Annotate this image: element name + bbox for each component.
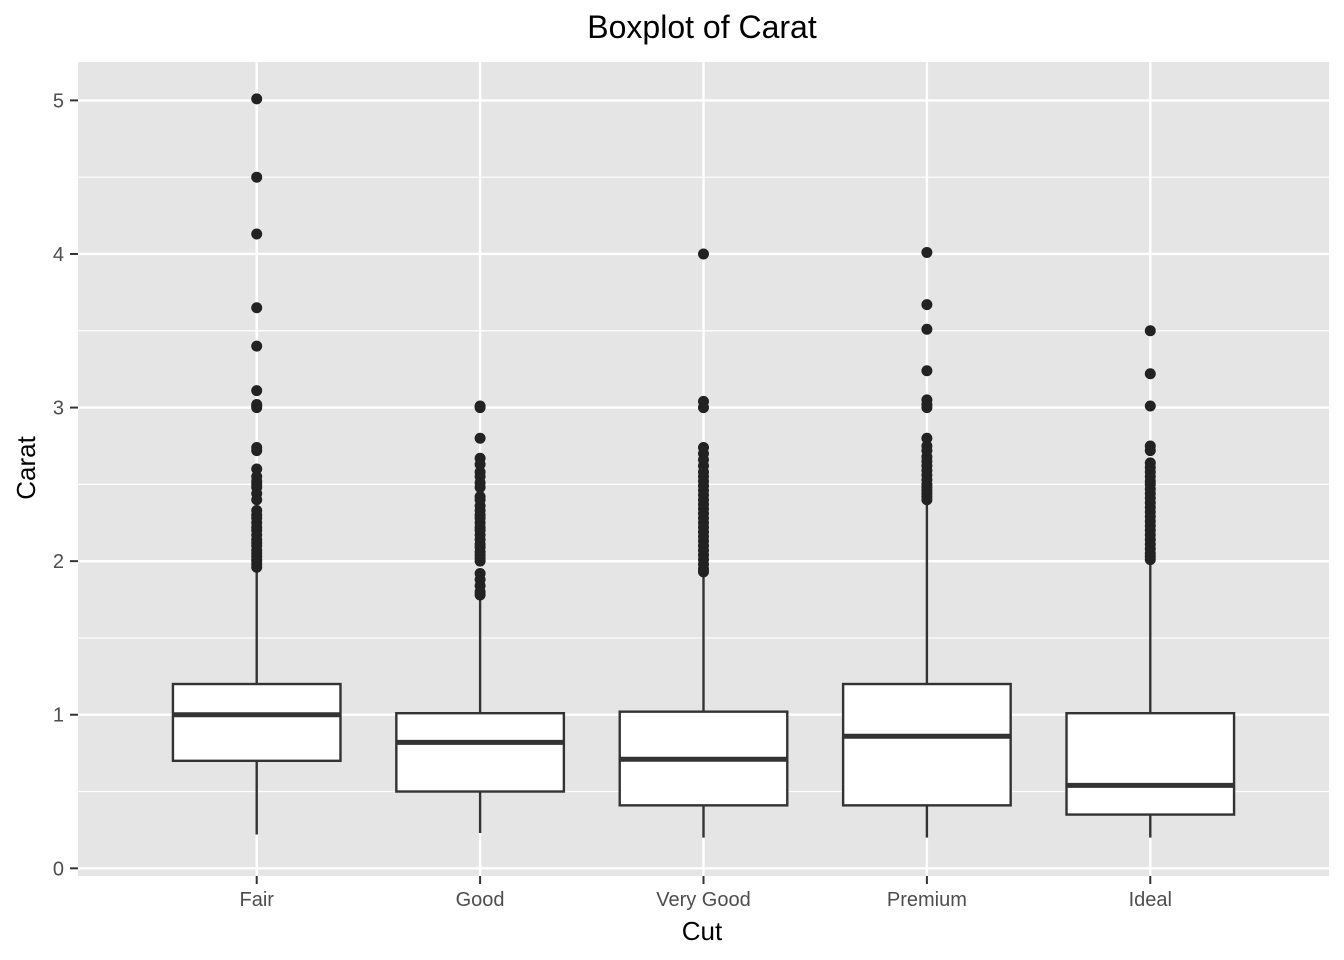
y-tick-label: 4: [53, 244, 64, 266]
outlier-point: [921, 323, 933, 335]
x-axis-title: Cut: [682, 916, 723, 946]
x-tick-label: Good: [456, 889, 505, 911]
outlier-point: [1144, 325, 1156, 337]
outlier-point: [251, 494, 263, 506]
chart-title: Boxplot of Carat: [587, 9, 817, 45]
y-axis: 0 1 2 3 4 5: [53, 90, 78, 880]
outlier-point: [921, 365, 933, 377]
x-tick-label: Very Good: [656, 889, 751, 911]
outlier-point: [251, 561, 263, 573]
y-tick-label: 2: [53, 551, 64, 573]
box-premium: [841, 246, 1012, 838]
outlier-point: [474, 555, 486, 567]
outlier-point: [474, 589, 486, 601]
outlier-point: [921, 494, 933, 506]
outlier-point: [921, 432, 933, 444]
y-axis-title: Carat: [11, 435, 41, 499]
outlier-point: [1144, 445, 1156, 457]
x-axis: Fair Good Very Good Premium Ideal: [239, 876, 1172, 911]
outlier-point: [1144, 368, 1156, 380]
outlier-point: [251, 302, 263, 314]
box-very-good: [618, 248, 789, 838]
y-tick-label: 0: [53, 858, 64, 880]
outlier-point: [921, 402, 933, 414]
outlier-point: [474, 432, 486, 444]
outlier-point: [251, 93, 263, 105]
outlier-point: [474, 458, 486, 470]
outlier-point: [698, 248, 709, 260]
outlier-point: [251, 463, 263, 475]
outlier-point: [251, 385, 263, 397]
box-iqr: [171, 682, 342, 763]
outlier-point: [1144, 554, 1156, 566]
box-good: [395, 400, 566, 833]
box-fair: [171, 93, 342, 835]
boxes: [171, 93, 1236, 838]
y-tick-label: 3: [53, 398, 64, 420]
box-iqr: [1065, 712, 1236, 816]
outlier-point: [698, 566, 709, 578]
outlier-point: [251, 171, 263, 183]
outlier-point: [251, 445, 263, 457]
outlier-point: [474, 481, 486, 493]
x-tick-label: Premium: [887, 889, 967, 911]
outlier-point: [251, 228, 263, 240]
y-tick-label: 5: [53, 90, 64, 112]
box-iqr: [841, 682, 1012, 807]
outlier-point: [921, 246, 933, 258]
outlier-point: [698, 402, 709, 414]
box-iqr: [395, 712, 566, 793]
outlier-point: [921, 299, 933, 311]
x-tick-label: Fair: [239, 889, 274, 911]
outlier-point: [251, 402, 263, 414]
outlier-point: [1144, 400, 1156, 412]
x-tick-label: Ideal: [1129, 889, 1172, 911]
box-ideal: [1065, 325, 1236, 838]
y-tick-label: 1: [53, 705, 64, 727]
outlier-point: [251, 340, 263, 352]
outlier-point: [474, 402, 486, 414]
